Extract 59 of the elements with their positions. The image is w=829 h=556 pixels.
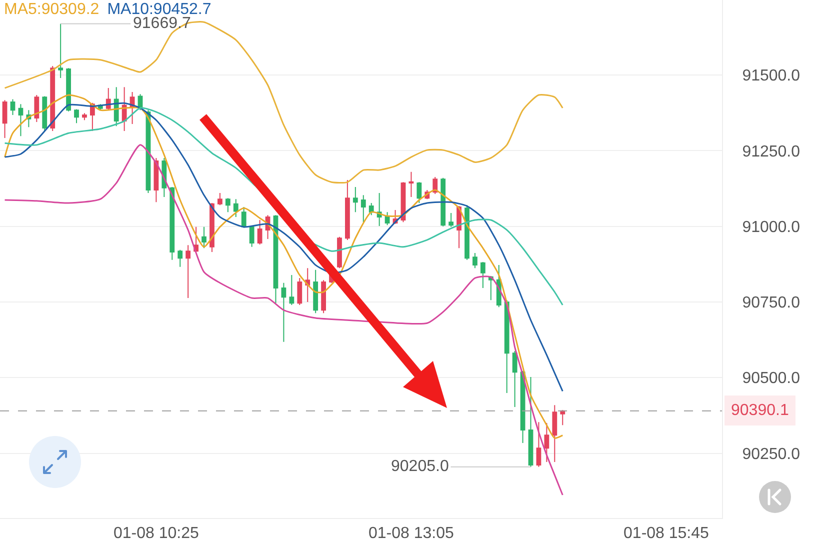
candlestick [289, 274, 294, 306]
candlestick [408, 171, 414, 198]
candlestick [472, 252, 478, 269]
candlestick [281, 282, 286, 342]
candlestick [352, 186, 358, 213]
candlestick [313, 269, 318, 314]
candlestick [544, 422, 550, 463]
candlestick [10, 98, 16, 116]
candlestick [241, 206, 246, 228]
candlestick [217, 192, 222, 206]
candlestick [464, 204, 470, 260]
text: MA10:90452.7 [107, 1, 212, 18]
candlestick [345, 180, 350, 240]
candlestick [202, 226, 206, 249]
candlestick [34, 94, 40, 122]
candlestick [74, 108, 79, 124]
candlestick [512, 350, 518, 408]
candlestick [170, 186, 175, 260]
annotation: 91669.7 [133, 15, 191, 32]
candlestick [18, 104, 24, 137]
x-tick-label: 01-08 13:05 [368, 525, 454, 542]
y-tick-label: 91000.0 [742, 218, 800, 236]
candlestick [66, 68, 71, 112]
y-tick-label: 90500.0 [742, 370, 800, 388]
text: MA5:90309.2 [4, 1, 100, 18]
annotation: 90205.0 [391, 458, 449, 475]
y-tick-label: 91500.0 [742, 68, 800, 85]
y-tick-label: 91250.0 [742, 143, 800, 160]
candlestick [552, 404, 558, 463]
candlestick [257, 219, 262, 245]
candlestick [321, 280, 326, 314]
candlestick [360, 194, 366, 223]
candlestick [58, 23, 64, 79]
candlestick [154, 157, 159, 203]
candlestick [249, 226, 254, 248]
candlestick [416, 182, 422, 204]
candlestick [384, 212, 390, 226]
ref-line-label: 90390.1 [731, 402, 789, 419]
y-tick-label: 90750.0 [742, 294, 800, 312]
candlestick [536, 422, 542, 468]
candlestick [178, 249, 183, 268]
x-tick-label: 01-08 10:25 [113, 525, 199, 542]
candlestick [480, 262, 486, 289]
candlestick [440, 177, 446, 227]
y-tick-label: 90250.0 [742, 446, 800, 463]
x-tick-label: 01-08 15:45 [624, 525, 710, 542]
candlestick [368, 202, 374, 216]
candlestick [233, 198, 238, 218]
candlestick [297, 278, 302, 306]
candlestick [528, 376, 534, 468]
candlestick [2, 100, 8, 138]
candlestick [186, 244, 191, 299]
candlestick [225, 198, 230, 213]
candlestick [448, 212, 454, 228]
candlestick [560, 409, 566, 426]
candlestick [50, 65, 56, 132]
candlestick [42, 96, 48, 132]
candlestick [82, 112, 87, 121]
candlestick [337, 236, 342, 269]
